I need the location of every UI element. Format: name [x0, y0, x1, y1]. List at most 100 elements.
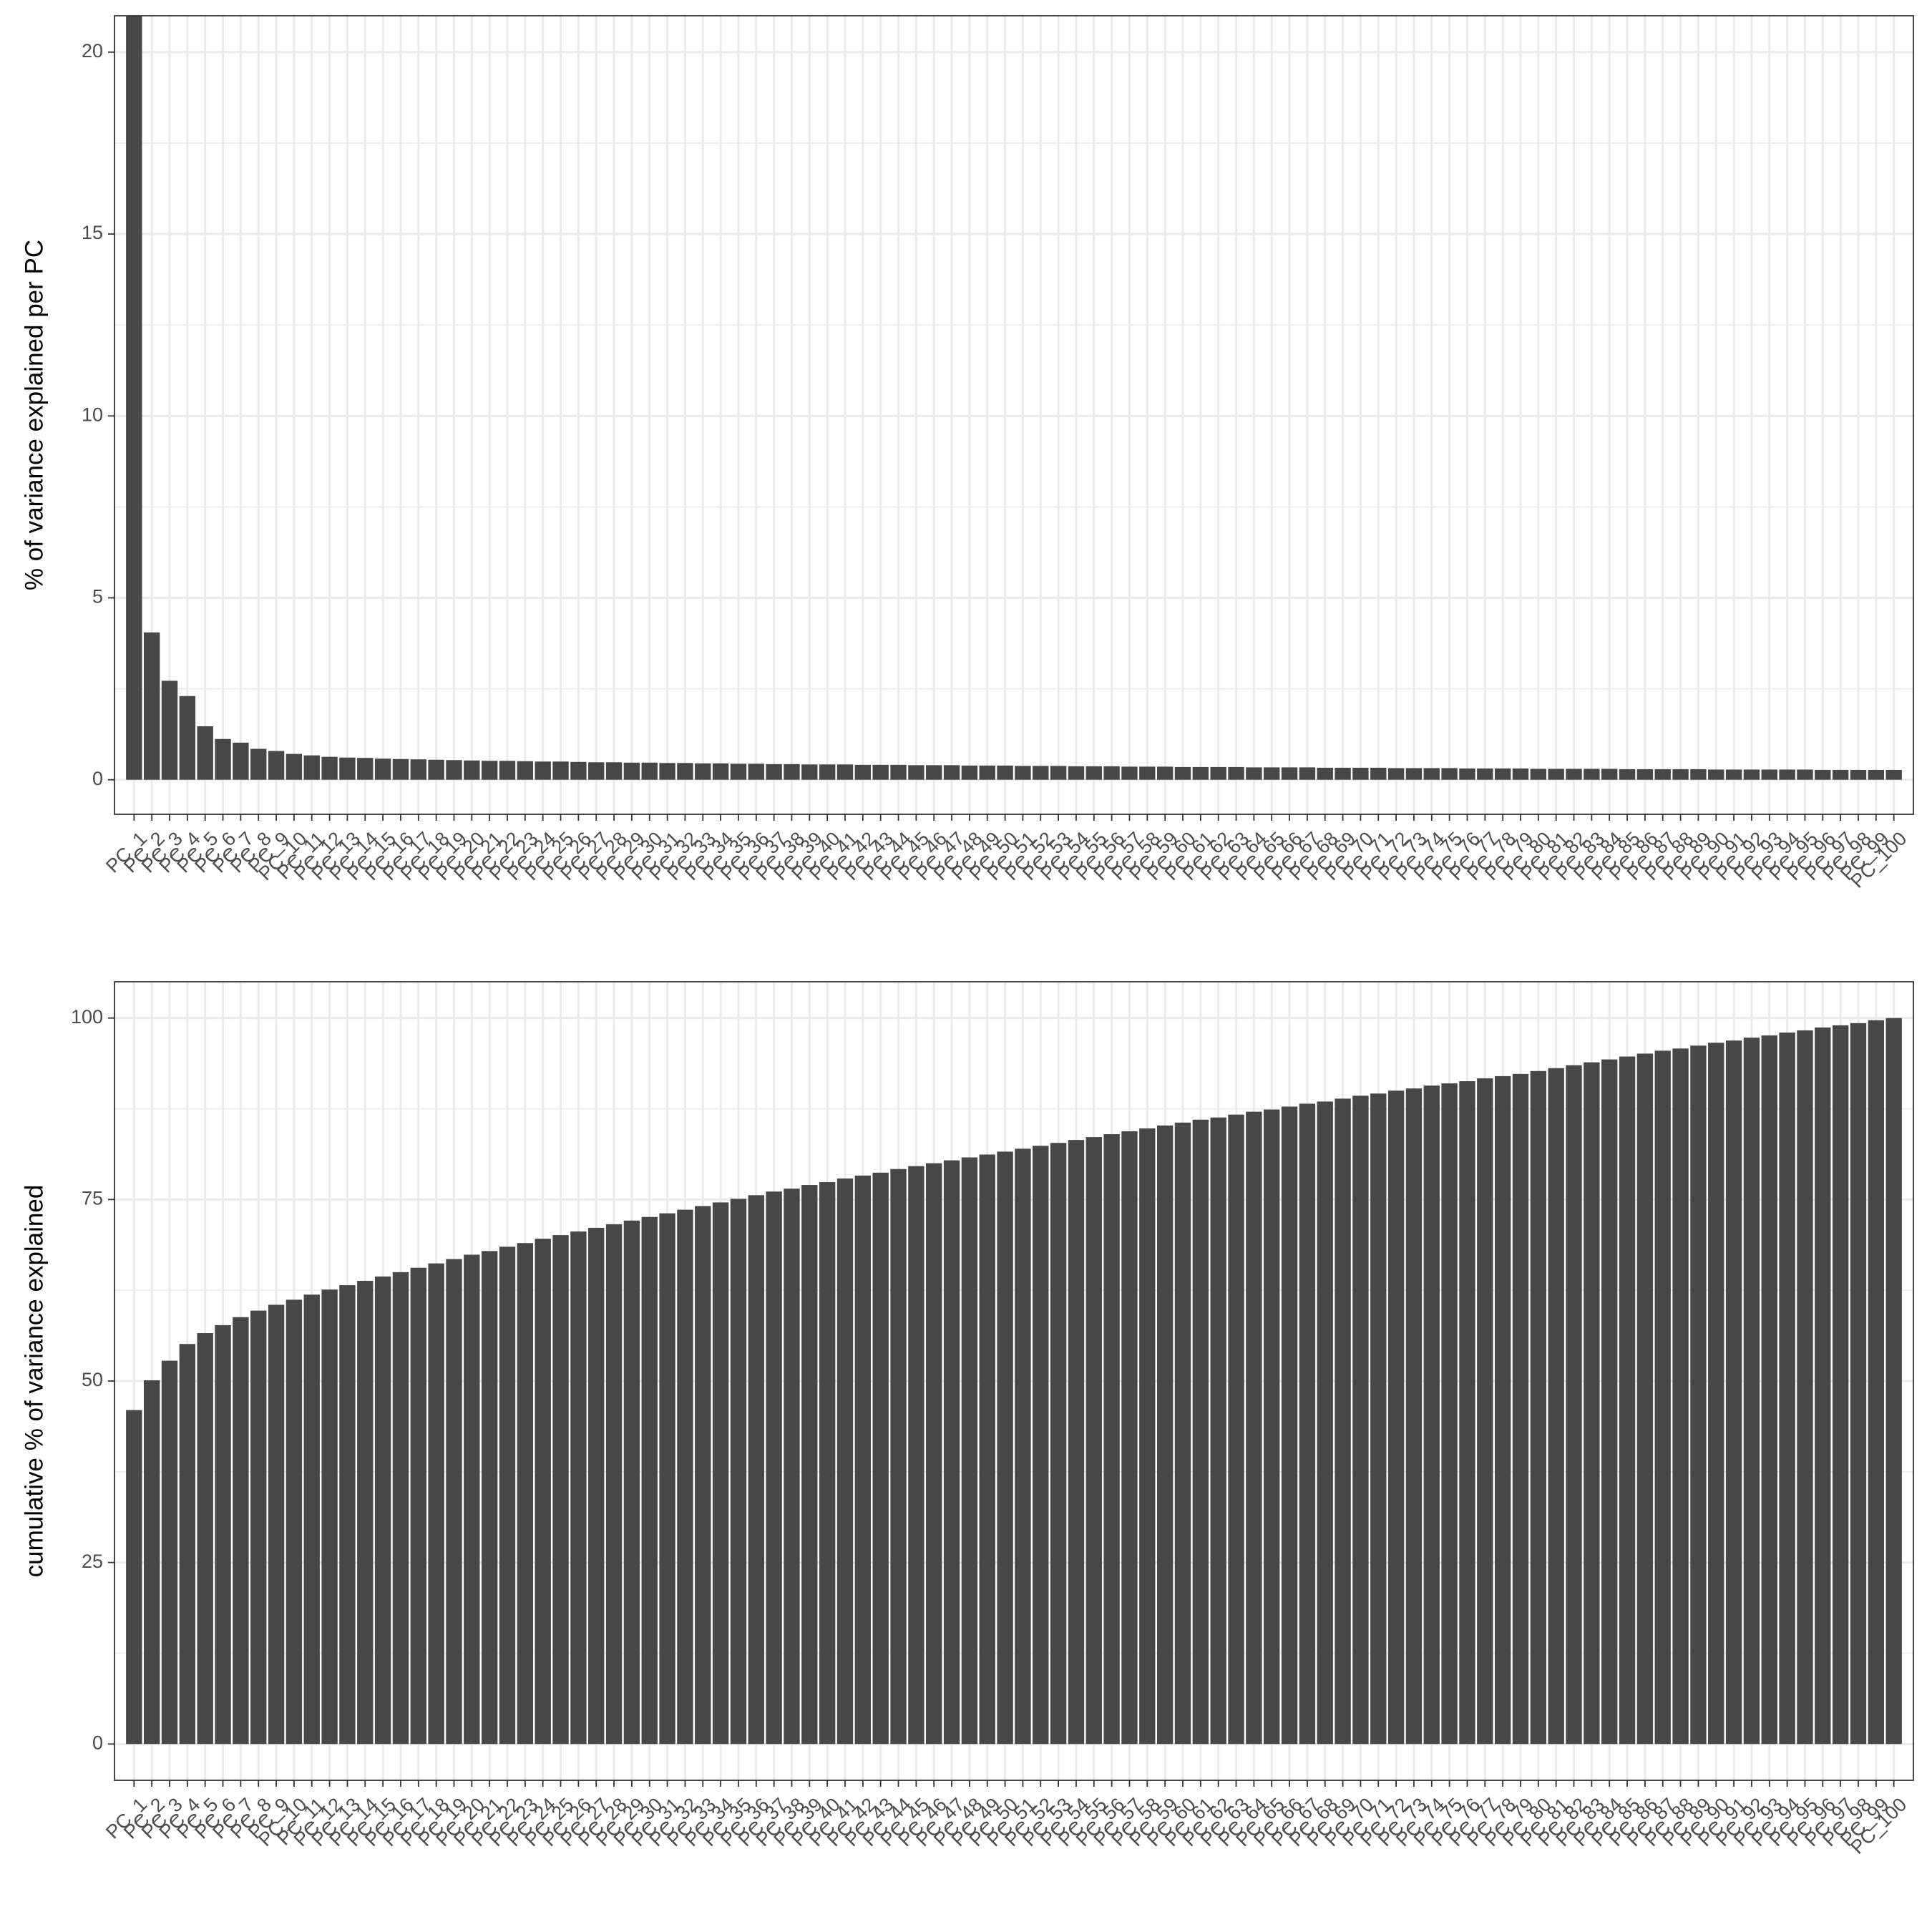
bar	[766, 1191, 782, 1745]
bar	[517, 761, 534, 780]
bar	[801, 764, 818, 780]
bar	[1885, 1018, 1902, 1745]
bar	[712, 763, 729, 780]
bar	[1068, 1140, 1085, 1745]
bar	[1690, 769, 1707, 780]
bar	[872, 1172, 889, 1745]
bar	[677, 1209, 693, 1745]
y-tick-label: 25	[82, 1551, 103, 1572]
bar	[1459, 768, 1475, 780]
bar	[1121, 1131, 1138, 1745]
bar	[1174, 766, 1191, 780]
panel: PC_1PC_2PC_3PC_4PC_5PC_6PC_7PC_8PC_9PC_1…	[20, 15, 1914, 892]
bar	[836, 764, 854, 780]
bar	[1654, 769, 1671, 780]
bar	[552, 761, 569, 780]
y-tick-label: 50	[82, 1369, 103, 1390]
bar	[1743, 769, 1760, 780]
bar	[1636, 1053, 1654, 1745]
bar	[926, 765, 942, 780]
bar	[605, 762, 623, 780]
bar	[1335, 1098, 1351, 1745]
bar	[374, 1276, 391, 1745]
bar	[339, 1285, 356, 1745]
bar	[197, 1333, 213, 1745]
bar	[197, 726, 213, 780]
bar	[1441, 1083, 1458, 1745]
bar	[908, 765, 924, 780]
bar	[233, 1317, 249, 1745]
bar	[1477, 1078, 1493, 1745]
bar	[784, 1189, 800, 1745]
bar	[303, 755, 320, 780]
bar	[552, 1235, 569, 1745]
bar	[535, 1239, 551, 1745]
bar	[303, 1294, 320, 1745]
bar	[659, 1213, 675, 1745]
bar	[1672, 769, 1689, 780]
bar	[446, 760, 462, 780]
bar	[1015, 766, 1031, 780]
bar	[1832, 769, 1849, 780]
bar	[143, 1380, 160, 1745]
bar	[1850, 769, 1867, 780]
bar	[961, 1157, 978, 1745]
bar	[1103, 766, 1120, 780]
bar	[126, 1410, 142, 1745]
bar	[1068, 766, 1085, 780]
bar	[1121, 766, 1138, 780]
bar	[1797, 769, 1813, 780]
bar	[1761, 769, 1777, 780]
bar	[1779, 1033, 1795, 1745]
bar	[1725, 769, 1742, 780]
bar	[464, 1254, 480, 1745]
y-tick-label: 0	[92, 1732, 103, 1753]
bar	[1335, 767, 1351, 780]
bars	[126, 1018, 1902, 1745]
bar	[1584, 1062, 1600, 1745]
bar	[250, 748, 267, 780]
bar	[641, 762, 658, 780]
bar	[854, 764, 872, 780]
bar	[1281, 1106, 1298, 1745]
bar	[1530, 769, 1547, 780]
bar	[890, 1169, 907, 1745]
bar	[1033, 766, 1049, 780]
bar	[1405, 768, 1423, 780]
bar	[588, 762, 605, 780]
bar	[1370, 1093, 1387, 1745]
bar	[1743, 1038, 1760, 1745]
bar	[499, 761, 516, 780]
bar	[215, 738, 231, 780]
bar	[1601, 1059, 1618, 1745]
bar	[766, 763, 782, 780]
bar	[286, 753, 303, 780]
bar	[321, 756, 338, 780]
bar	[1654, 1050, 1671, 1745]
bar	[997, 765, 1013, 780]
bar	[1156, 766, 1174, 780]
bar	[250, 1310, 267, 1745]
bar	[819, 1182, 836, 1745]
bar	[1601, 769, 1618, 780]
bar	[1299, 767, 1316, 780]
bar	[268, 1304, 285, 1745]
y-tick-label: 0	[92, 768, 103, 789]
bar	[499, 1246, 516, 1745]
bar	[712, 1202, 729, 1745]
bar	[1832, 1025, 1849, 1745]
bar	[979, 765, 995, 780]
bar	[339, 757, 356, 780]
y-tick-label: 20	[82, 40, 103, 62]
panel-border	[114, 15, 1914, 815]
bar	[1725, 1040, 1742, 1745]
bar	[623, 762, 640, 780]
bar	[1441, 768, 1458, 780]
bar	[605, 1224, 623, 1745]
bar	[286, 1299, 303, 1745]
bar	[1530, 1070, 1547, 1745]
y-tick-label: 100	[71, 1006, 103, 1028]
bar	[1033, 1146, 1049, 1745]
bar	[1619, 1056, 1636, 1745]
bar	[1566, 769, 1582, 780]
